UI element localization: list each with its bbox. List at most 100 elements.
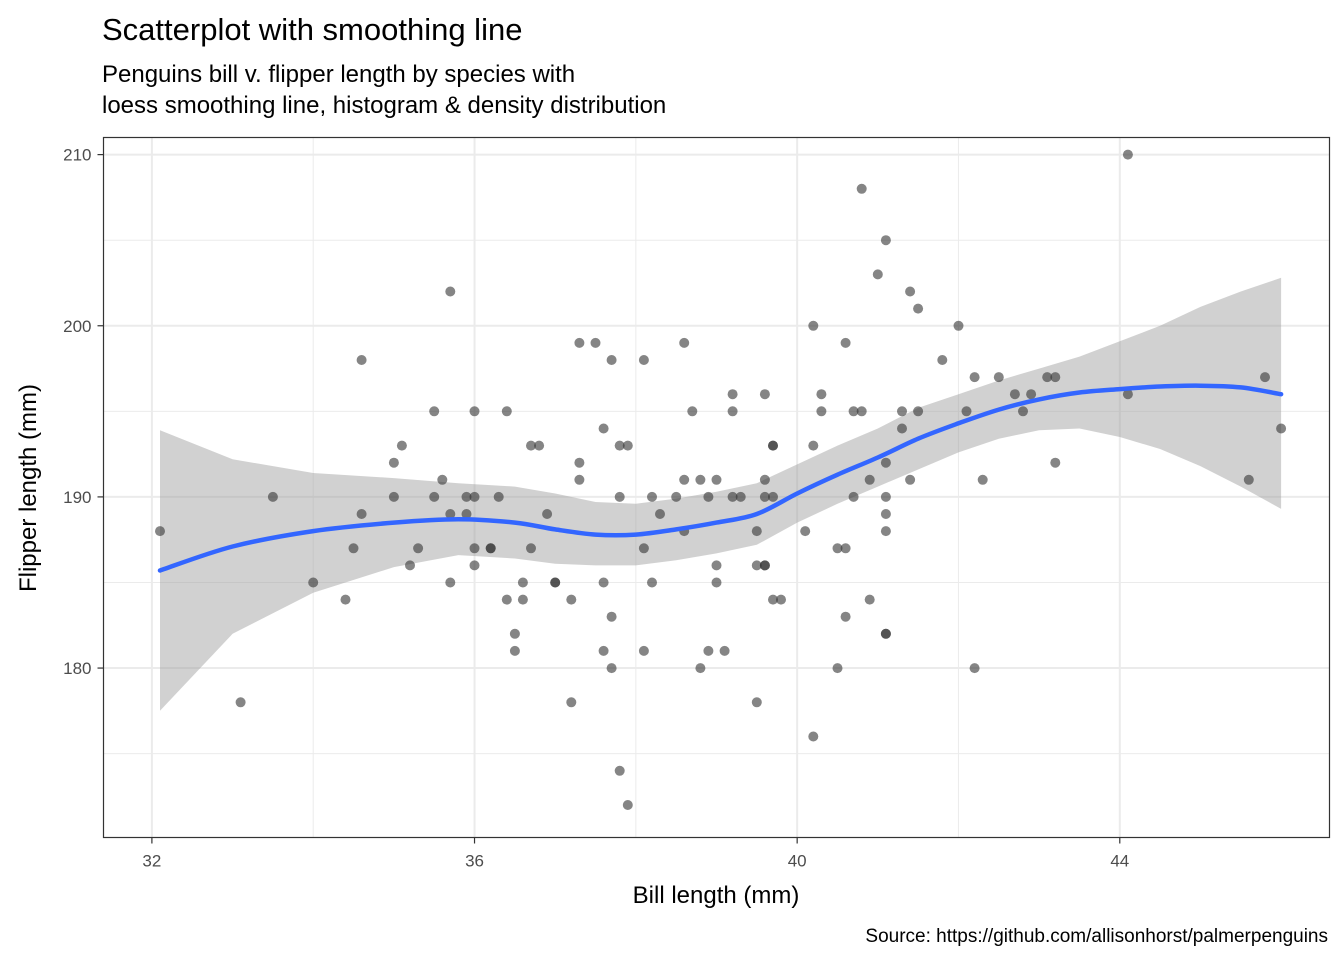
data-point: [574, 337, 585, 348]
y-axis-title: Flipper length (mm): [15, 384, 42, 592]
data-point: [953, 320, 964, 331]
data-point: [840, 337, 851, 348]
data-point: [1122, 149, 1133, 160]
confidence-band: [160, 277, 1282, 711]
data-point: [816, 389, 827, 400]
data-point: [429, 406, 440, 417]
y-tick-label: 180: [63, 659, 91, 678]
data-point: [969, 372, 980, 383]
confidence-band-area: [160, 277, 1282, 711]
data-point: [469, 543, 480, 554]
data-point: [768, 491, 778, 502]
data-point: [485, 543, 496, 554]
data-point: [1122, 389, 1133, 400]
data-point: [808, 440, 819, 451]
data-point: [880, 235, 891, 246]
data-point: [445, 509, 456, 519]
data-point: [638, 543, 649, 554]
data-point: [493, 491, 504, 502]
data-point: [751, 697, 762, 708]
data-point: [340, 594, 351, 605]
data-point: [977, 474, 988, 485]
data-point: [759, 474, 770, 485]
data-point: [614, 765, 625, 776]
data-point: [1050, 457, 1061, 468]
data-point: [711, 577, 722, 588]
data-point: [969, 663, 980, 674]
data-point: [469, 491, 480, 502]
data-point: [671, 491, 682, 502]
data-point: [993, 372, 1004, 383]
data-point: [937, 355, 948, 365]
data-point: [542, 509, 553, 519]
data-point: [614, 440, 625, 451]
x-tick-label: 44: [1110, 852, 1129, 871]
data-point: [840, 611, 851, 622]
data-point: [388, 491, 399, 502]
data-point: [622, 800, 633, 810]
data-point: [711, 560, 722, 571]
data-point: [897, 406, 907, 417]
data-point: [961, 406, 972, 417]
data-point: [606, 663, 617, 674]
data-point: [235, 697, 246, 708]
data-point: [703, 645, 714, 656]
data-point: [1260, 372, 1270, 383]
data-point: [469, 406, 480, 417]
data-point: [727, 491, 738, 502]
data-point: [880, 628, 891, 639]
data-point: [768, 594, 778, 605]
data-point: [864, 594, 875, 605]
y-tick-label: 210: [63, 146, 91, 165]
data-point: [880, 526, 891, 537]
data-point: [687, 406, 698, 417]
data-point: [566, 594, 577, 605]
data-point: [679, 337, 690, 348]
smoothing-line: [157, 383, 1284, 573]
data-point: [848, 406, 859, 417]
data-point: [638, 355, 649, 365]
data-point: [872, 269, 883, 280]
data-point: [695, 474, 706, 485]
data-point: [880, 509, 891, 519]
data-point: [1009, 389, 1020, 400]
data-point: [703, 491, 714, 502]
data-point: [905, 286, 916, 297]
data-point: [727, 406, 738, 417]
data-point: [735, 491, 746, 502]
data-point: [695, 663, 706, 674]
data-point: [517, 577, 528, 588]
data-point: [574, 457, 585, 468]
data-point: [590, 337, 601, 348]
data-point: [155, 526, 165, 537]
data-point: [679, 474, 690, 485]
data-point: [469, 560, 480, 571]
data-point: [816, 406, 827, 417]
data-point: [413, 543, 424, 554]
data-point: [905, 474, 916, 485]
grid: [103, 137, 1330, 838]
data-point: [840, 543, 851, 554]
x-tick-label: 32: [142, 852, 161, 871]
data-point: [759, 389, 770, 400]
chart-subtitle-line-2: loess smoothing line, histogram & densit…: [102, 92, 666, 119]
data-point: [1026, 389, 1037, 400]
y-tick-label: 200: [63, 317, 91, 336]
x-tick-label: 40: [788, 852, 807, 871]
data-point: [832, 663, 843, 674]
data-point: [880, 457, 891, 468]
data-point: [727, 389, 738, 400]
data-point: [913, 303, 924, 314]
data-point: [445, 577, 456, 588]
data-point: [759, 491, 770, 502]
data-point: [598, 423, 609, 434]
data-point: [759, 560, 770, 571]
data-point: [509, 645, 520, 656]
data-point: [574, 474, 585, 485]
data-point: [517, 594, 528, 605]
data-point: [526, 440, 536, 451]
data-point: [880, 491, 891, 502]
data-point: [848, 491, 859, 502]
data-point: [856, 183, 867, 194]
